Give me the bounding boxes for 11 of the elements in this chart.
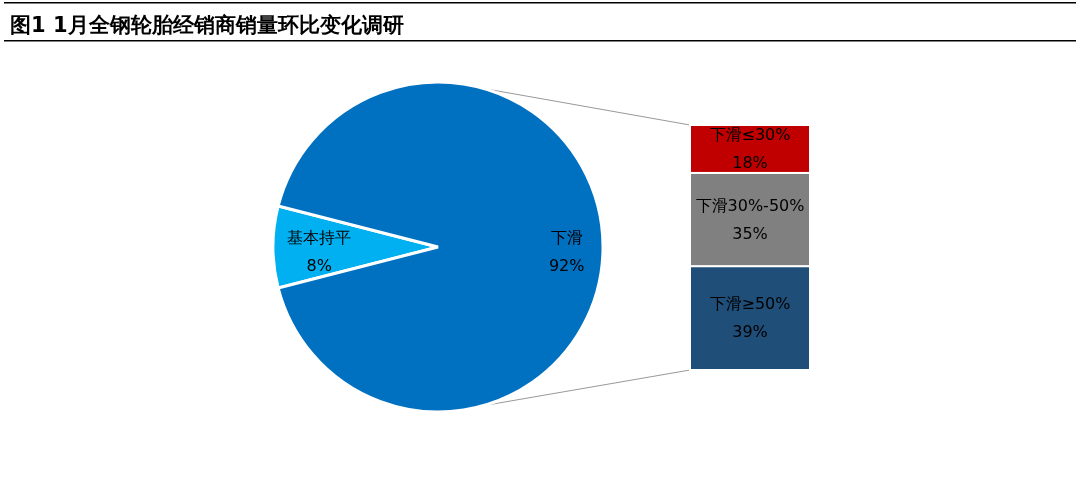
data-label: 92% [548,256,585,275]
series-label: 下滑30%-50% [695,195,805,215]
data-label: 8% [306,256,332,275]
series-label: 下滑≤30% [709,124,791,144]
slice-label: 基本持平 [287,228,352,247]
series-label: 下滑≥50% [709,294,791,314]
slice-label: 下滑 [550,228,583,247]
data-label: 35% [732,223,768,243]
chart-title: 图1 1月全钢轮胎经销商销量环比变化调研 [10,13,404,37]
data-label: 39% [732,322,768,342]
data-label: 18% [732,152,768,172]
